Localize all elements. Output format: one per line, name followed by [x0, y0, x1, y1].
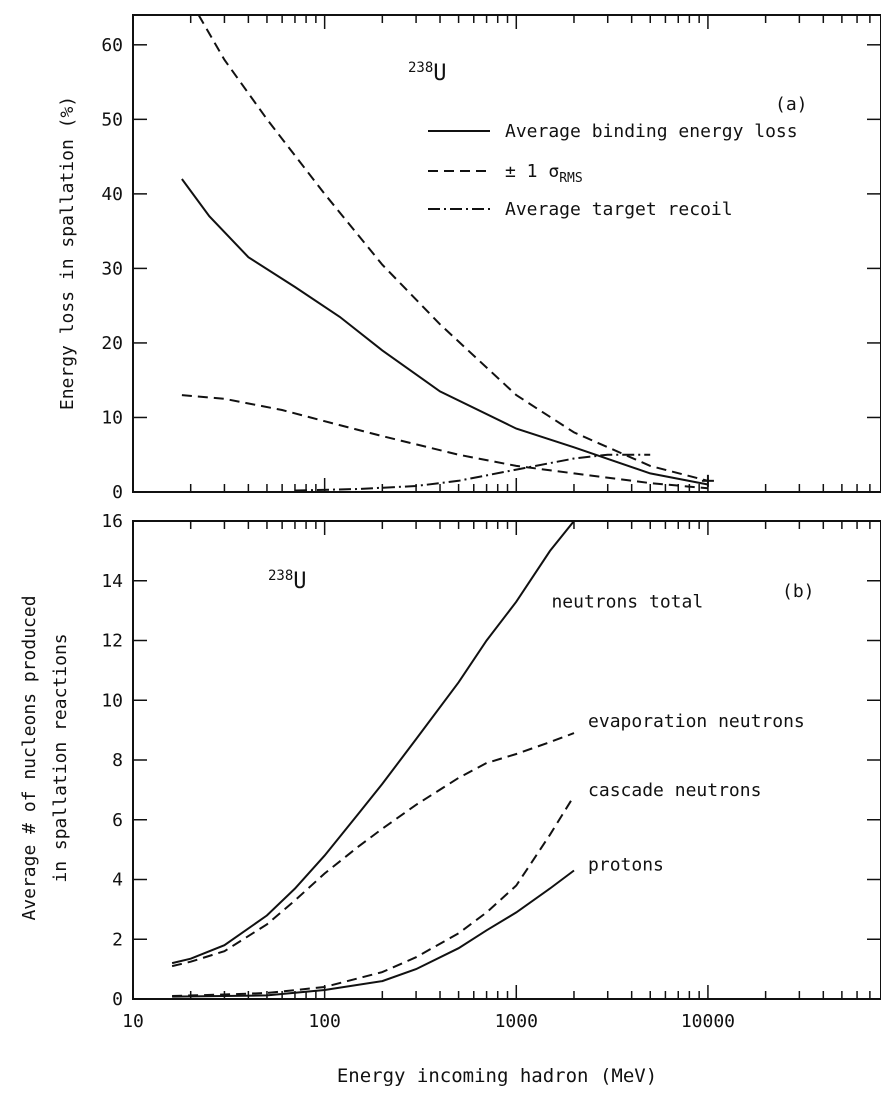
series-label-neutrons-total: neutrons total	[551, 592, 703, 613]
panel-b-element: 238U	[268, 568, 307, 594]
panel-a-ytick-label: 0	[112, 482, 123, 503]
panel-b-ylabel-line1: Average # of nucleons produced	[19, 595, 40, 920]
series-evaporation-neutrons	[171, 732, 575, 968]
series-protons	[172, 869, 575, 998]
series-1-rms-lower	[181, 394, 708, 490]
panel-b-ytick-label: 4	[112, 870, 123, 891]
series-average-binding-energy-loss	[181, 178, 709, 486]
legend-label-recoil: Average target recoil	[505, 199, 733, 220]
xtick-label: 100	[308, 1011, 341, 1032]
panel-b-ytick-label: 2	[112, 929, 123, 950]
xtick-label: 10000	[681, 1011, 735, 1032]
panel-a-ticks: 0 10 20 30 40 50 60	[101, 15, 881, 503]
panel-b-ytick-label: 0	[112, 989, 123, 1010]
legend-label-sigma-sub: RMS	[559, 171, 582, 186]
series-1-rms-upper	[197, 14, 709, 482]
series-label-evaporation-neutrons: evaporation neutrons	[588, 711, 805, 732]
panel-a-element-mass: 238	[408, 60, 433, 76]
panel-a: 0 10 20 30 40 50 60 (a) 238U Energy loss in sp…	[57, 14, 881, 503]
panel-b-series-labels: neutrons total evaporation neutrons cascad…	[551, 592, 804, 876]
legend-label-sigma-prefix: ± 1 σ	[505, 161, 559, 182]
panel-b-ticks: 0 2 4 6 8 10 12 14 16 10 100 1000 10000	[101, 511, 881, 1032]
series-neutrons-total	[171, 520, 575, 965]
panel-b-ytick-label: 12	[101, 631, 123, 652]
legend-label-binding: Average binding energy loss	[505, 121, 798, 142]
panel-b-label: (b)	[782, 581, 815, 602]
legend-label-sigma: ± 1 σRMS	[505, 161, 583, 186]
panel-b-ytick-label: 16	[101, 511, 123, 532]
panel-a-element: 238U	[408, 60, 447, 86]
panel-a-ytick-label: 20	[101, 333, 123, 354]
panel-a-ytick-label: 50	[101, 109, 123, 130]
x-axis-label: Energy incoming hadron (MeV)	[337, 1065, 657, 1087]
panel-a-label: (a)	[775, 94, 808, 115]
panel-a-ytick-label: 60	[101, 35, 123, 56]
panel-b-ytick-label: 10	[101, 690, 123, 711]
series-label-cascade-neutrons: cascade neutrons	[588, 780, 761, 801]
xtick-label: 1000	[495, 1011, 538, 1032]
panel-a-series	[181, 14, 714, 492]
xtick-label: 10	[122, 1011, 144, 1032]
panel-b: 0 2 4 6 8 10 12 14 16 10 100 1000 10000 neutrons tot…	[19, 511, 881, 1087]
panel-b-ytick-label: 14	[101, 571, 123, 592]
panel-a-element-symbol: U	[433, 61, 446, 86]
series-cascade-neutrons	[172, 795, 575, 997]
panel-b-ytick-label: 6	[112, 810, 123, 831]
panel-a-ylabel: Energy loss in spallation (%)	[57, 96, 78, 410]
panel-b-series	[171, 520, 575, 998]
panel-b-frame	[132, 520, 881, 1000]
panel-a-ytick-label: 30	[101, 258, 123, 279]
panel-b-element-symbol: U	[293, 569, 306, 594]
panel-a-ytick-label: 40	[101, 184, 123, 205]
legend: Average binding energy loss ± 1 σRMS Ave…	[428, 121, 798, 220]
series-average-target-recoil	[294, 453, 651, 492]
panel-b-ytick-label: 8	[112, 750, 123, 771]
panel-b-element-mass: 238	[268, 568, 293, 584]
panel-a-ytick-label: 10	[101, 407, 123, 428]
panel-b-ylabel-line2: in spallation reactions	[50, 633, 71, 882]
series-label-protons: protons	[588, 855, 664, 876]
